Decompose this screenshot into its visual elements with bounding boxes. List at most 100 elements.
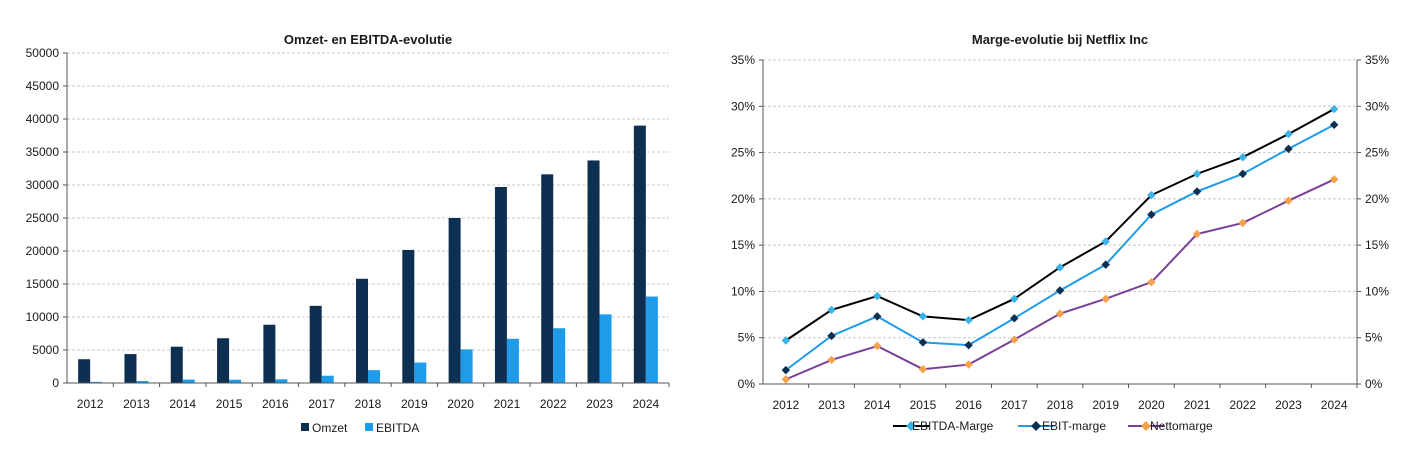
x-tick-label: 2024 [1321, 398, 1348, 412]
y-tick-label: 20000 [26, 244, 60, 258]
chart1-x-axis: 2012 2013 2014 2015 2016 2017 2018 2019 2020 2021… [77, 383, 670, 411]
chart1-axes [66, 53, 669, 384]
x-tick-label: 2018 [355, 397, 382, 411]
chart1-gridlines [67, 52, 669, 351]
bar-omzet-2021 [494, 186, 507, 383]
point-ebit-marge-2014 [872, 312, 882, 321]
y-tick-label: 10000 [26, 310, 60, 324]
point-ebit-marge-2013 [827, 331, 836, 341]
legend-label-ebitda: EBITDA [376, 421, 419, 435]
bar-ebitda-2016 [275, 379, 288, 383]
bar-omzet-2014 [170, 346, 183, 383]
legend-marker-ebit-marge [1031, 421, 1041, 431]
point-ebitda-marge-2016 [964, 315, 973, 325]
x-tick-label: 2020 [447, 397, 474, 411]
bar-ebitda-2013 [136, 381, 149, 383]
y-tick-label: 0 [52, 376, 59, 390]
point-nettomarge-2017 [1010, 335, 1019, 344]
marge-chart: Marge-evolutie bij Netflix Inc 0% 5% 10% 15… [731, 32, 1389, 433]
point-ebit-marge-2019 [1101, 260, 1110, 269]
point-ebitda-marge-2022 [1238, 152, 1248, 162]
point-ebit-marge-2018 [1055, 286, 1065, 295]
y-tick-label-left: 15% [731, 238, 755, 252]
bar-omzet-2016 [263, 324, 276, 383]
legend-marker-ebitda-marge [906, 421, 916, 431]
chart2-title: Marge-evolutie bij Netflix Inc [972, 32, 1148, 47]
x-tick-label: 2020 [1138, 398, 1165, 412]
chart2-legend: EBITDA-Marge EBIT-marge Nettomarge [893, 419, 1213, 433]
x-tick-label: 2012 [772, 398, 799, 412]
x-tick-label: 2022 [1229, 398, 1256, 412]
point-nettomarge-2022 [1238, 218, 1248, 228]
x-tick-label: 2021 [1184, 398, 1211, 412]
bar-ebitda-2012 [90, 381, 103, 383]
chart1-title: Omzet- en EBITDA-evolutie [284, 32, 452, 47]
point-ebit-marge-2016 [964, 340, 973, 350]
x-tick-label: 2021 [494, 397, 521, 411]
y-tick-label: 35000 [26, 145, 60, 159]
point-nettomarge-2014 [872, 341, 882, 351]
point-ebitda-marge-2024 [1329, 104, 1339, 114]
point-ebit-marge-2017 [1010, 314, 1019, 323]
point-ebitda-marge-2015 [918, 312, 928, 321]
chart2-y-axis-right: 0% 5% 10% 15% 20% 25% 30% 35% [1357, 53, 1389, 391]
y-tick-label-right: 35% [1365, 53, 1389, 67]
point-ebitda-marge-2017 [1010, 294, 1019, 304]
point-ebit-marge-2023 [1284, 144, 1293, 154]
point-ebitda-marge-2018 [1055, 263, 1065, 272]
y-tick-label: 45000 [26, 79, 60, 93]
point-nettomarge-2023 [1284, 196, 1293, 205]
bar-omzet-2022 [541, 174, 554, 383]
point-ebit-marge-2015 [918, 338, 928, 347]
x-tick-label: 2018 [1047, 398, 1074, 412]
y-tick-label-right: 15% [1365, 238, 1389, 252]
omzet-ebitda-chart: Omzet- en EBITDA-evolutie 0 5000 10000 1500… [26, 32, 670, 435]
x-tick-label: 2024 [632, 397, 659, 411]
point-nettomarge-2018 [1055, 309, 1065, 318]
point-ebit-marge-2022 [1238, 169, 1248, 179]
y-tick-label-right: 20% [1365, 192, 1389, 206]
chart2-lines [781, 104, 1339, 384]
point-ebitda-marge-2012 [781, 336, 791, 345]
bar-omzet-2023 [587, 160, 600, 383]
y-tick-label-right: 5% [1365, 331, 1383, 345]
legend-label-ebitda-marge: EBITDA-Marge [912, 419, 994, 433]
point-ebit-marge-2024 [1329, 120, 1339, 130]
point-ebit-marge-2021 [1192, 187, 1202, 196]
bar-omzet-2020 [448, 218, 461, 383]
bar-omzet-2015 [217, 338, 230, 383]
y-tick-label-left: 10% [731, 284, 755, 298]
x-tick-label: 2012 [77, 397, 104, 411]
y-tick-label-right: 0% [1365, 377, 1383, 391]
y-tick-label: 15000 [26, 277, 60, 291]
bar-ebitda-2021 [506, 338, 519, 383]
bar-ebitda-2018 [368, 370, 380, 383]
y-tick-label-left: 20% [731, 192, 755, 206]
y-tick-label-right: 10% [1365, 284, 1389, 298]
x-tick-label: 2019 [1092, 398, 1119, 412]
chart1-bars [78, 125, 658, 383]
x-tick-label: 2014 [169, 397, 196, 411]
chart2-axes [762, 60, 1358, 385]
x-tick-label: 2013 [818, 398, 845, 412]
bar-ebitda-2015 [229, 379, 242, 383]
legend-swatch-ebitda [365, 423, 373, 431]
legend-label-omzet: Omzet [312, 421, 348, 435]
bar-omzet-2024 [633, 125, 646, 383]
point-ebit-marge-2012 [781, 365, 791, 375]
bar-omzet-2019 [402, 249, 415, 383]
point-nettomarge-2024 [1329, 175, 1339, 184]
series-ebit-marge [781, 120, 1339, 375]
x-tick-label: 2017 [308, 397, 335, 411]
line-ebit-marge [785, 123, 1335, 371]
bar-omzet-2018 [356, 278, 368, 383]
y-tick-label: 30000 [26, 178, 60, 192]
y-tick-label-left: 30% [731, 99, 755, 113]
point-nettomarge-2013 [827, 355, 836, 365]
y-tick-label-right: 30% [1365, 99, 1389, 113]
x-tick-label: 2015 [910, 398, 937, 412]
bar-omzet-2013 [124, 354, 137, 383]
line-nettomarge [785, 178, 1335, 381]
legend-label-ebit-marge: EBIT-marge [1042, 419, 1106, 433]
x-tick-label: 2017 [1001, 398, 1028, 412]
